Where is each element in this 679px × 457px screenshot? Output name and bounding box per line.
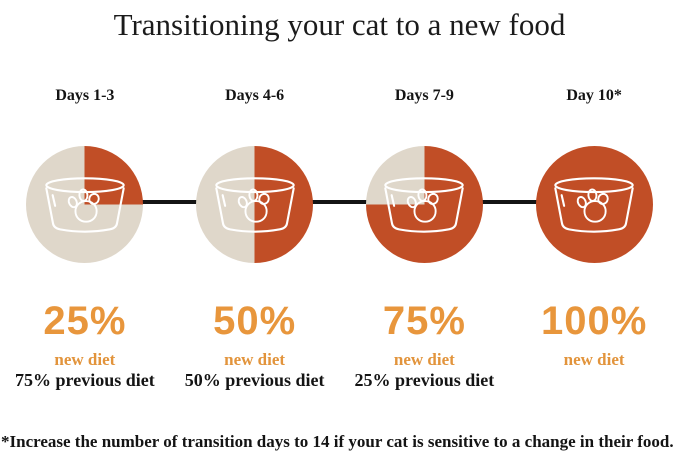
- stage-pie-circle: [196, 146, 314, 263]
- stage-pie-circle: [365, 146, 483, 263]
- day-labels-row: Days 1-3 Days 4-6 Days 7-9 Day 10*: [0, 86, 679, 105]
- pet-bowl-paw-icon: [384, 177, 465, 233]
- new-diet-label: new diet: [54, 350, 116, 369]
- percent-value: 50%: [213, 299, 297, 343]
- stage-pie-circle: [535, 146, 653, 263]
- new-diet-label: new diet: [393, 350, 455, 369]
- stage-pie-circle: [26, 146, 144, 263]
- new-diet-label: new diet: [563, 350, 625, 369]
- pet-bowl-paw-icon: [214, 177, 295, 233]
- stage-circles-row: [0, 146, 679, 263]
- stage-day-label: Days 1-3: [55, 87, 115, 104]
- stage-stats-row: 25% new diet 75% previous diet 50% new d…: [0, 301, 679, 390]
- previous-diet-label: 50% previous diet: [184, 370, 325, 390]
- pet-bowl-paw-icon: [554, 177, 634, 233]
- page-title: Transitioning your cat to a new food: [113, 7, 566, 42]
- previous-diet-label: 25% previous diet: [354, 370, 495, 390]
- timeline-connector-line: [84, 200, 595, 204]
- stage-day-label: Days 4-6: [225, 87, 285, 104]
- footnote: *Increase the number of transition days …: [1, 432, 674, 451]
- pet-bowl-paw-icon: [45, 177, 125, 233]
- stage-day-label: Days 7-9: [394, 87, 454, 104]
- stage-day-label: Day 10*: [566, 87, 622, 104]
- percent-value: 75%: [382, 299, 466, 343]
- percent-value: 25%: [43, 299, 127, 343]
- previous-diet-label: 75% previous diet: [15, 370, 155, 390]
- percent-value: 100%: [540, 299, 648, 343]
- new-diet-label: new diet: [224, 350, 286, 369]
